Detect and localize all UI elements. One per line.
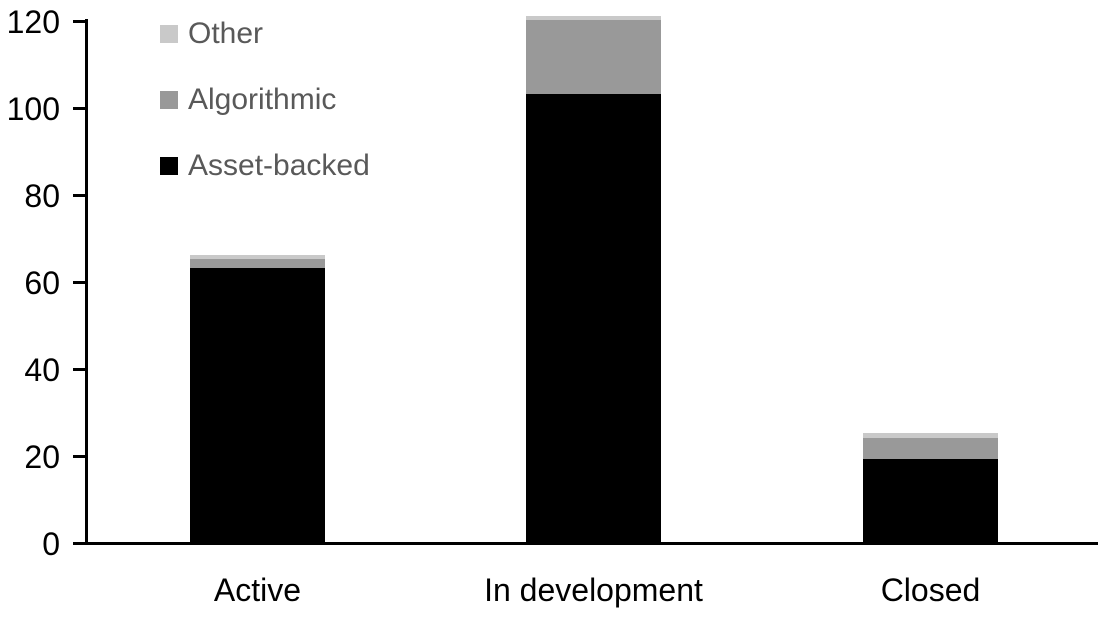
bar-segment-in-development-other [526, 15, 661, 20]
y-axis-tick-label: 120 [6, 4, 60, 40]
y-axis-tick [73, 107, 85, 110]
y-axis-line [85, 19, 88, 545]
legend-swatch-asset-backed [160, 157, 178, 175]
y-axis-tick-label: 60 [24, 265, 60, 301]
y-axis-tick [73, 281, 85, 284]
bar-segment-in-development-asset-backed [526, 93, 661, 542]
legend-label-algorithmic: Algorithmic [188, 83, 337, 116]
legend-swatch-other [160, 25, 178, 43]
y-axis-tick-label: 100 [6, 91, 60, 127]
y-axis-tick [73, 194, 85, 197]
y-axis-tick [73, 20, 85, 23]
y-axis-tick-label: 20 [24, 439, 60, 475]
bar-segment-active-other [190, 254, 325, 260]
bar-segment-active-asset-backed [190, 267, 325, 542]
bar-segment-closed-other [863, 433, 998, 438]
bar-segment-active-algorithmic [190, 259, 325, 268]
legend-label-other: Other [188, 17, 264, 50]
y-axis-tick-label: 0 [42, 526, 60, 562]
x-axis-line [85, 542, 1098, 545]
x-axis-category-label: In development [484, 572, 703, 608]
x-axis-category-label: Closed [880, 572, 981, 608]
bar-segment-closed-algorithmic [863, 437, 998, 460]
legend-swatch-algorithmic [160, 91, 178, 109]
y-axis-tick [73, 455, 85, 458]
y-axis-tick [73, 368, 85, 371]
y-axis-tick-label: 80 [24, 178, 60, 214]
bar-segment-closed-asset-backed [863, 459, 998, 542]
y-axis-tick [73, 542, 85, 545]
bar-segment-in-development-algorithmic [526, 20, 661, 94]
x-axis-category-label: Active [213, 572, 302, 608]
legend-label-asset-backed: Asset-backed [188, 149, 370, 182]
y-axis-tick-label: 40 [24, 352, 60, 388]
